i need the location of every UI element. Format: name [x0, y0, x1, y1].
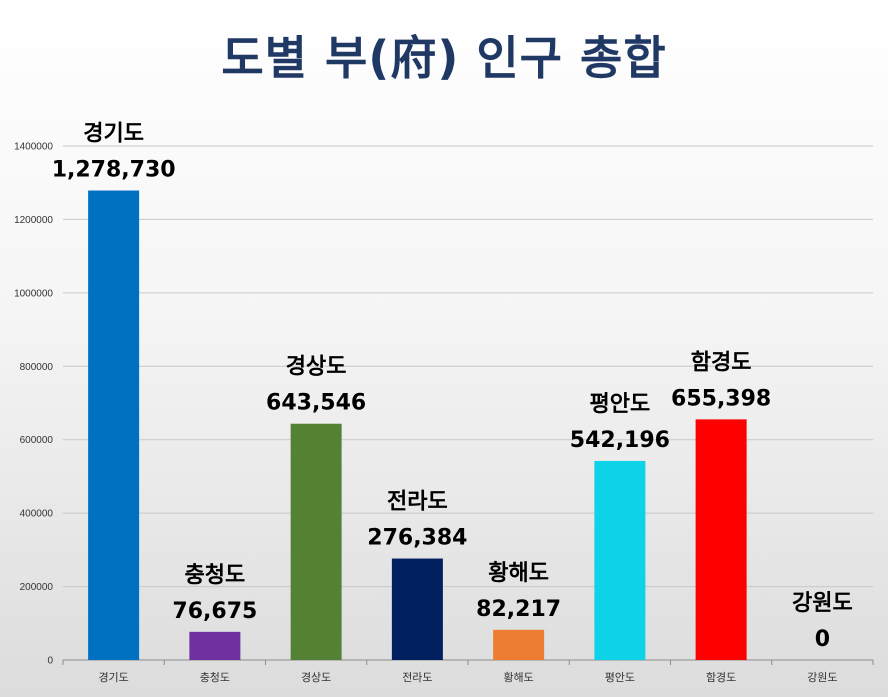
bar [594, 460, 646, 660]
y-tick-label: 200000 [20, 582, 54, 593]
data-label-value: 1,278,730 [52, 158, 176, 183]
x-tick-label: 경기도 [98, 671, 128, 684]
data-label-category: 평안도 [590, 392, 651, 417]
chart-title: 도별 부(府) 인구 총합 [221, 31, 667, 85]
data-label-value: 542,196 [570, 428, 670, 453]
data-label-category: 함경도 [691, 350, 752, 375]
data-label-category: 충청도 [185, 563, 246, 588]
data-label-value: 0 [815, 627, 830, 652]
data-label-value: 643,546 [266, 391, 366, 416]
data-label-category: 경기도 [83, 122, 144, 147]
bar [88, 190, 140, 660]
y-tick-label: 0 [47, 656, 53, 667]
bar [189, 631, 241, 660]
x-tick-label: 충청도 [200, 671, 230, 684]
data-label-category: 강원도 [792, 591, 853, 616]
x-tick-label: 경상도 [301, 671, 331, 684]
y-tick-label: 800000 [20, 362, 54, 373]
data-label-category: 황해도 [488, 561, 549, 586]
bar [695, 419, 747, 660]
x-tick-label: 함경도 [706, 671, 736, 684]
x-tick-label: 강원도 [807, 671, 837, 684]
x-tick-label: 전라도 [402, 671, 432, 684]
data-label-value: 655,398 [671, 386, 771, 411]
data-label-value: 82,217 [476, 597, 561, 622]
y-tick-label: 1400000 [14, 142, 53, 153]
y-tick-label: 600000 [20, 435, 54, 446]
data-label-category: 전라도 [387, 490, 448, 515]
data-label-value: 276,384 [367, 526, 467, 551]
data-label-value: 76,675 [172, 599, 257, 624]
x-tick-label: 황해도 [503, 670, 533, 684]
y-tick-label: 1200000 [14, 215, 53, 226]
x-tick-label: 평안도 [605, 671, 635, 684]
bar [290, 423, 342, 660]
bar [391, 558, 443, 660]
data-label-category: 경상도 [286, 355, 347, 380]
y-tick-label: 400000 [20, 509, 54, 520]
bar [493, 629, 545, 660]
y-tick-label: 1000000 [14, 288, 53, 299]
